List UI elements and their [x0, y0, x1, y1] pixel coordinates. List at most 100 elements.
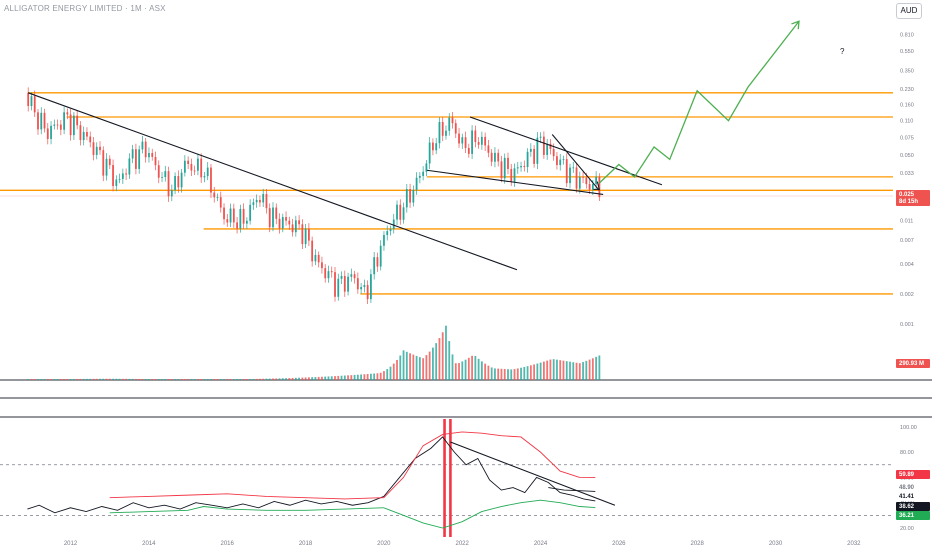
candle-body	[298, 220, 301, 225]
volume-bar	[471, 355, 473, 380]
volume-bar	[347, 375, 349, 380]
volume-bar	[386, 369, 389, 380]
volume-bar	[546, 360, 549, 380]
volume-bar	[229, 379, 232, 380]
candle-body	[559, 159, 562, 166]
volume-bar	[353, 374, 356, 380]
candle-body	[33, 96, 36, 113]
volume-bar	[529, 365, 532, 380]
volume-bar	[164, 379, 167, 380]
candle-body	[376, 257, 379, 267]
candle-body	[552, 148, 555, 157]
volume-bar	[487, 365, 490, 380]
candle-body	[422, 171, 425, 176]
candle-body	[180, 172, 183, 188]
time-axis-tick: 2030	[769, 541, 783, 547]
volume-bar	[314, 377, 317, 380]
candle-body	[471, 130, 473, 154]
candle-body	[523, 166, 526, 168]
candle-body	[370, 274, 372, 300]
candle-body	[366, 285, 369, 300]
candle-body	[399, 204, 402, 220]
candle-body	[428, 142, 431, 164]
volume-bar	[559, 360, 562, 380]
projection-path	[598, 20, 800, 184]
volume-bar	[46, 379, 49, 380]
series-upper-line	[109, 431, 596, 500]
volume-bar	[497, 368, 500, 380]
volume-bar	[128, 378, 131, 380]
candle-body	[510, 168, 513, 182]
candle-body	[53, 124, 56, 126]
volume-bar	[552, 359, 555, 380]
trendline	[28, 92, 518, 271]
volume-bar	[59, 379, 62, 380]
trendline	[426, 169, 604, 195]
candle-body	[170, 190, 173, 197]
candle-body	[294, 220, 297, 233]
candle-body	[415, 177, 418, 190]
volume-bar	[92, 378, 95, 380]
volume-bar	[392, 363, 395, 380]
candle-body	[432, 142, 434, 151]
candle-body	[291, 224, 294, 233]
candle-body	[464, 137, 467, 148]
axes: 0.810 0.550 0.350 0.230 0.160 0.110 0.075 0.050…	[64, 32, 917, 547]
volume-bar	[520, 367, 522, 380]
candle-body	[219, 197, 222, 208]
volume-bar	[187, 379, 190, 380]
projection	[598, 20, 800, 184]
volume-bar	[69, 379, 72, 380]
volume-bar	[43, 379, 46, 380]
volume-bar	[33, 379, 36, 380]
volume-bar	[115, 378, 118, 380]
candle-body	[37, 112, 39, 130]
volume-bar	[317, 376, 320, 380]
candle-body	[484, 136, 487, 146]
candle-body	[536, 137, 539, 164]
volume-bar	[448, 341, 451, 380]
volume-bar	[513, 369, 516, 380]
candle-body	[177, 176, 180, 188]
candle-body	[272, 207, 274, 228]
candle-body	[30, 96, 33, 107]
candle-body	[363, 285, 366, 288]
candle-body	[135, 149, 137, 169]
volume-bar	[144, 379, 147, 380]
volume-bar	[95, 378, 98, 380]
candle-body	[418, 175, 421, 178]
volume-bar	[30, 379, 33, 380]
candle-body	[154, 156, 157, 166]
volume-bar	[102, 378, 105, 380]
signal-bar	[449, 419, 452, 537]
candle-body	[285, 217, 287, 221]
price-axis-tick: 0.550	[900, 49, 914, 55]
volume-bar	[585, 360, 588, 380]
volume-bar	[154, 379, 157, 380]
price-axis-tick: 0.050	[900, 153, 914, 159]
candle-body	[425, 163, 428, 172]
candle-body	[46, 128, 49, 139]
candle-body	[151, 153, 154, 157]
candle-body	[148, 153, 150, 158]
candle-body	[108, 158, 111, 166]
volume-bar	[399, 355, 402, 380]
candle-body	[79, 125, 82, 141]
volume-bar	[183, 379, 186, 380]
candle-body	[409, 189, 411, 203]
oscillator-middle-badge-text: 48.90	[899, 485, 915, 491]
volume-bar	[219, 379, 222, 380]
volume-bar	[213, 379, 216, 380]
candle-body	[278, 218, 281, 229]
candle-body	[533, 148, 536, 164]
volume-bar	[422, 358, 425, 380]
volume-bar	[441, 332, 444, 380]
currency-button[interactable]: AUD	[896, 3, 922, 19]
volume-bar	[330, 376, 333, 380]
volume-bar	[523, 366, 526, 380]
candle-body	[435, 143, 438, 151]
candle-body	[582, 176, 584, 178]
candle-body	[350, 274, 353, 277]
time-axis-tick: 2032	[847, 541, 861, 547]
